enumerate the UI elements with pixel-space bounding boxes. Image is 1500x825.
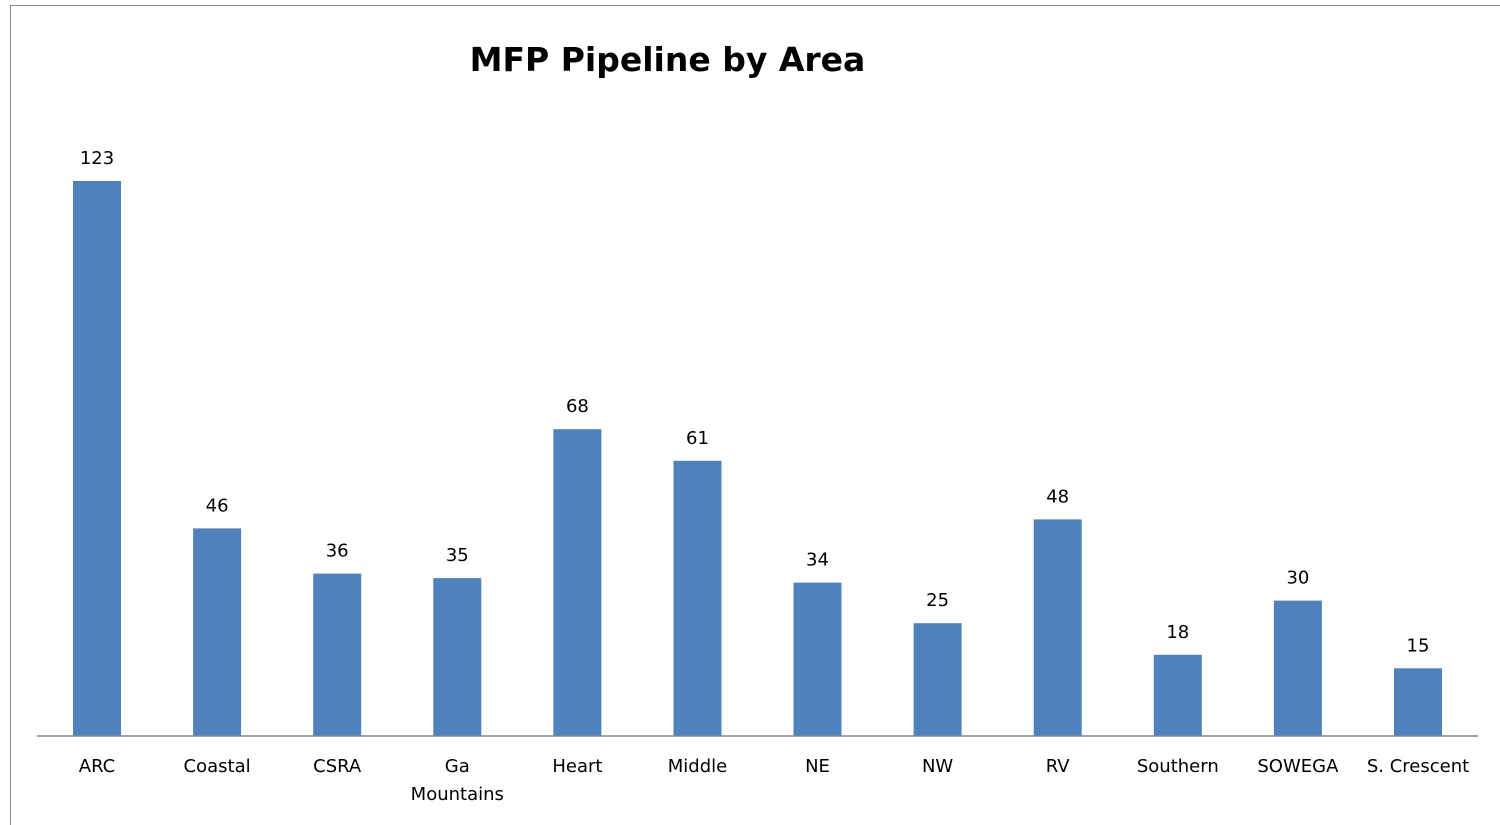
- bars-layer: [73, 181, 1442, 736]
- tick-label-2: CSRA: [313, 756, 362, 777]
- tick-labels-layer: ARC Coastal CSRA Ga Mountains Heart Middle NE NW…: [79, 756, 1469, 805]
- tick-label-10-line-0: SOWEGA: [1257, 756, 1339, 777]
- tick-label-9: Southern: [1137, 756, 1219, 777]
- bar-8: [1033, 519, 1082, 736]
- tick-label-5-line-0: Middle: [668, 756, 727, 777]
- bar-10: [1273, 600, 1322, 736]
- tick-label-3-line-0: Ga: [445, 756, 470, 777]
- tick-label-0: ARC: [79, 756, 116, 777]
- value-label-6: 34: [806, 550, 829, 571]
- tick-label-0-line-0: ARC: [79, 756, 116, 777]
- tick-label-7: NW: [922, 756, 953, 777]
- tick-label-9-line-0: Southern: [1137, 756, 1219, 777]
- tick-label-11-line-0: S. Crescent: [1367, 756, 1469, 777]
- tick-label-7-line-0: NW: [922, 756, 953, 777]
- bar-5: [673, 460, 722, 736]
- value-label-1: 46: [206, 495, 229, 516]
- value-label-4: 68: [566, 396, 589, 417]
- bar-2: [313, 573, 362, 736]
- chart-frame: [10, 5, 1500, 825]
- tick-label-11: S. Crescent: [1367, 756, 1469, 777]
- tick-label-2-line-0: CSRA: [313, 756, 362, 777]
- value-label-11: 15: [1407, 635, 1430, 656]
- value-label-8: 48: [1046, 486, 1069, 507]
- tick-label-10: SOWEGA: [1257, 756, 1339, 777]
- tick-label-8-line-0: RV: [1046, 756, 1071, 777]
- value-label-7: 25: [926, 590, 949, 611]
- value-label-10: 30: [1286, 568, 1309, 589]
- tick-label-1-line-0: Coastal: [184, 756, 251, 777]
- bar-0: [73, 181, 121, 736]
- value-label-3: 35: [446, 545, 469, 566]
- tick-label-4-line-0: Heart: [552, 756, 602, 777]
- value-label-0: 123: [80, 148, 114, 169]
- tick-label-3: Ga Mountains: [411, 756, 504, 805]
- bar-7: [913, 623, 962, 736]
- chart-title: MFP Pipeline by Area: [469, 40, 866, 79]
- tick-label-3-line-1: Mountains: [411, 784, 504, 805]
- bar-6: [793, 582, 842, 736]
- bar-9: [1153, 654, 1202, 736]
- tick-label-6: NE: [805, 756, 830, 777]
- bar-4: [553, 429, 602, 736]
- value-label-2: 36: [326, 541, 349, 562]
- value-label-9: 18: [1166, 622, 1189, 643]
- value-labels-layer: 123 46 36 35 68 61 34 25 48 18 30 15: [80, 148, 1430, 656]
- tick-label-4: Heart: [552, 756, 602, 777]
- bar-3: [433, 578, 482, 736]
- tick-label-6-line-0: NE: [805, 756, 830, 777]
- tick-label-1: Coastal: [184, 756, 251, 777]
- tick-label-5: Middle: [668, 756, 727, 777]
- bar-11: [1394, 668, 1442, 736]
- tick-label-8: RV: [1046, 756, 1071, 777]
- bar-1: [193, 528, 242, 736]
- value-label-5: 61: [686, 428, 709, 449]
